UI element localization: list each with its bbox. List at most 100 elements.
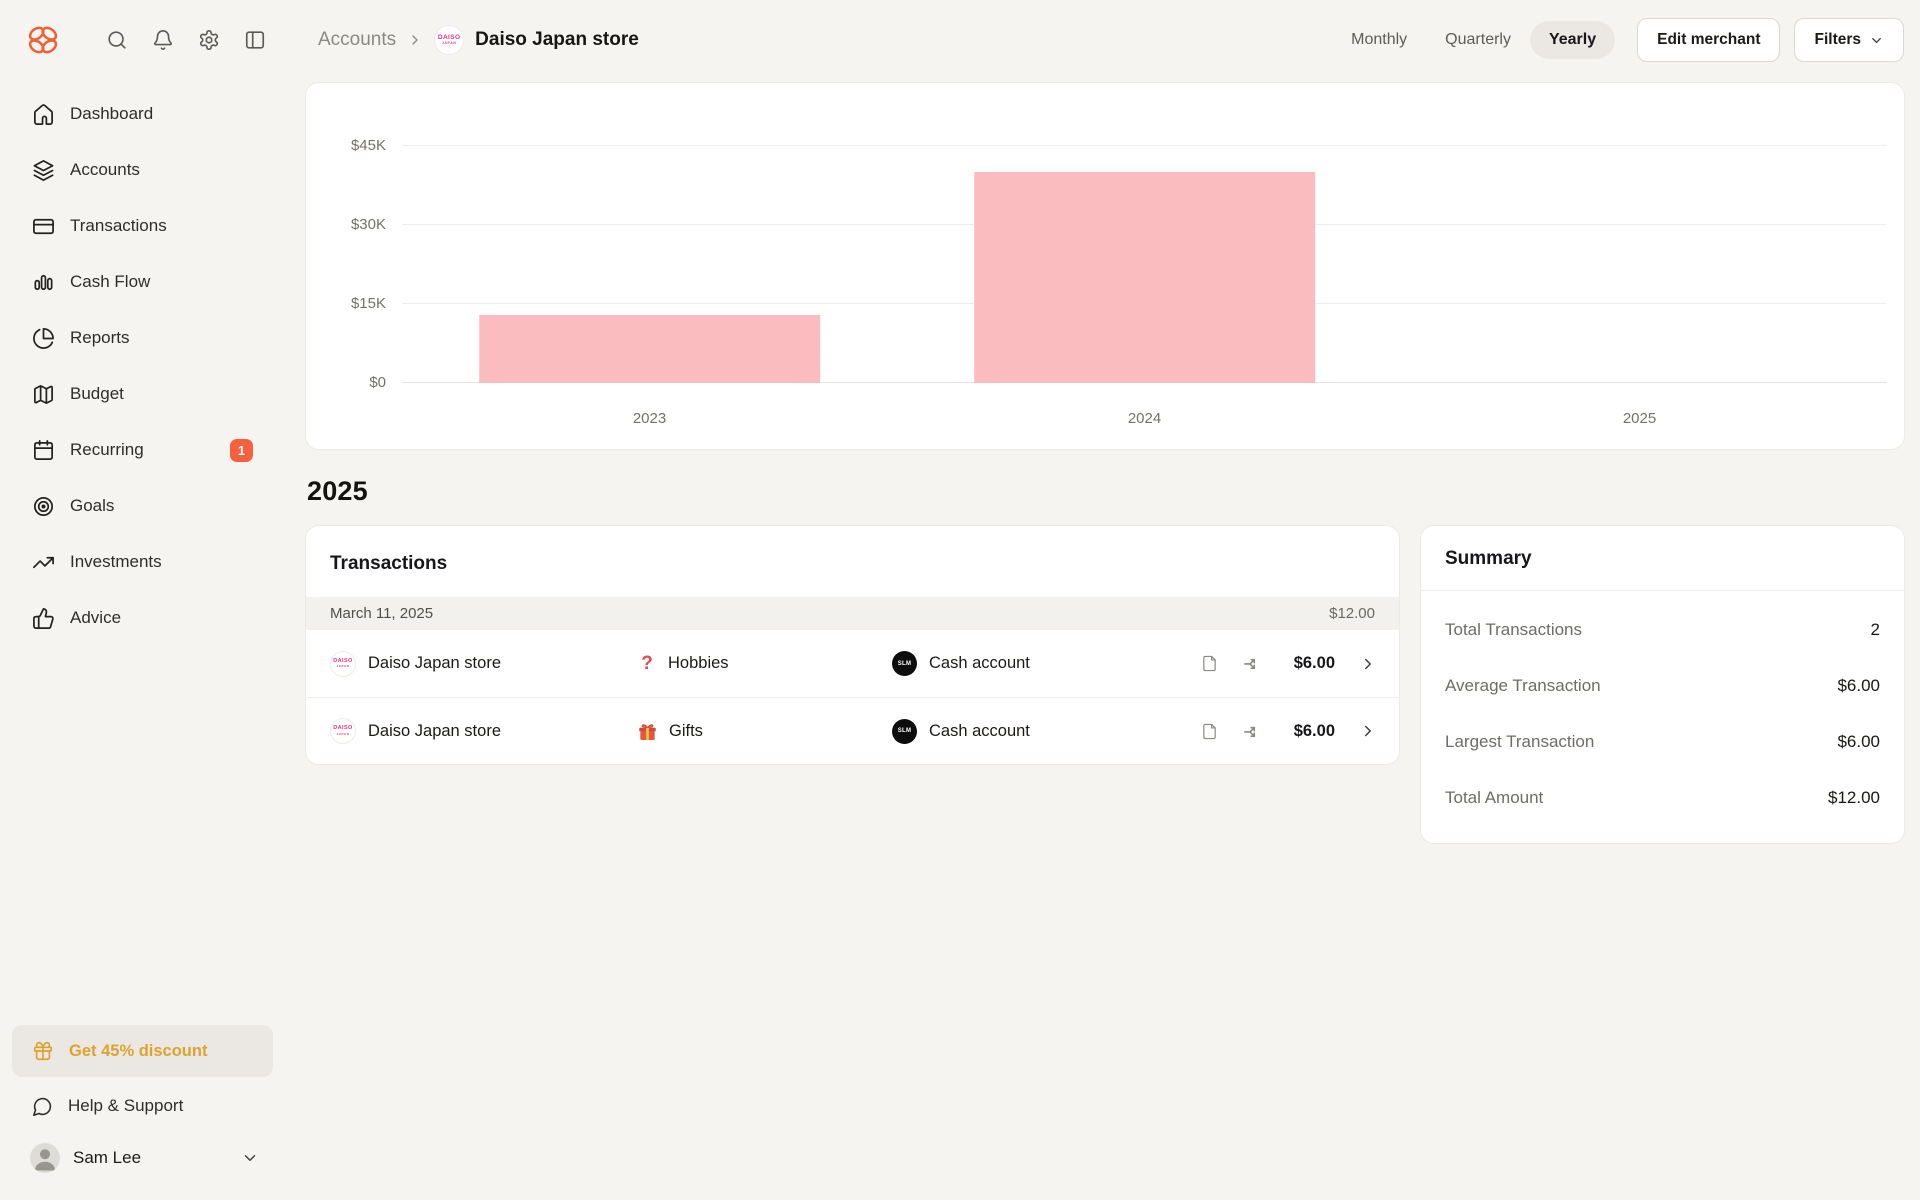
tab-yearly[interactable]: Yearly (1529, 21, 1616, 59)
period-tabs: Monthly Quarterly Yearly (1332, 21, 1616, 59)
table-row[interactable]: DAISO JAPAN Daiso Japan store (306, 697, 1399, 764)
summary-body: Total Transactions 2 Average Transaction… (1421, 591, 1904, 843)
y-tick-label: $0 (369, 374, 386, 391)
chart-x-axis: 2023 2024 2025 (402, 410, 1887, 427)
person-icon (35, 1149, 55, 1171)
transaction-date-group: March 11, 2025 $12.00 (306, 597, 1399, 630)
summary-row-total-transactions: Total Transactions 2 (1445, 620, 1880, 639)
receipt-file-icon[interactable] (1201, 723, 1218, 740)
summary-row-total-amount: Total Amount $12.00 (1445, 788, 1880, 807)
split-transaction-icon[interactable] (1242, 655, 1259, 672)
sidebar-item-accounts[interactable]: Accounts (12, 150, 273, 190)
summary-row-average-transaction: Average Transaction $6.00 (1445, 676, 1880, 695)
sidebar-item-dashboard[interactable]: Dashboard (12, 94, 273, 134)
sidebar-item-cash-flow[interactable]: Cash Flow (12, 262, 273, 302)
settings-gear-icon[interactable] (197, 28, 221, 52)
thumbs-up-icon (33, 607, 54, 629)
chat-bubble-icon (32, 1097, 52, 1116)
sidebar-item-goals[interactable]: Goals (12, 486, 273, 526)
calendar-icon (34, 439, 53, 460)
merchant-cell: DAISO JAPAN Daiso Japan store (330, 718, 638, 744)
split-transaction-icon[interactable] (1242, 723, 1259, 740)
account-logo: SLM (892, 651, 917, 676)
account-logo: SLM (892, 718, 917, 744)
maybe-logo-icon[interactable] (25, 23, 61, 57)
pie-chart-icon (33, 327, 54, 349)
sidebar-bottom: Get 45% discount Help & Support Sam Lee (12, 1025, 273, 1184)
credit-card-icon (33, 218, 54, 234)
tab-monthly[interactable]: Monthly (1332, 21, 1426, 59)
y-tick-label: $30K (350, 216, 386, 234)
summary-title: Summary (1421, 526, 1904, 591)
chart-plot-area (402, 145, 1887, 383)
recurring-count-badge: 1 (230, 438, 253, 462)
chevron-right-icon (412, 35, 418, 45)
discount-banner[interactable]: Get 45% discount (12, 1025, 273, 1077)
search-icon[interactable] (105, 28, 129, 52)
category-cell: Gifts (638, 722, 892, 741)
breadcrumb: Accounts DAISO JAPAN Daiso Japan store (318, 25, 639, 55)
group-total: $12.00 (1329, 605, 1375, 622)
help-support-link[interactable]: Help & Support (12, 1080, 273, 1132)
sidebar-item-transactions[interactable]: Transactions (12, 206, 273, 246)
chart-y-axis: $0 $15K $30K $45K (306, 137, 386, 391)
bar-slot-2023 (402, 146, 897, 383)
sidebar-item-reports[interactable]: Reports (12, 318, 273, 358)
main-content: $0 $15K $30K $45K 2023 2024 2025 2025 Transac… (285, 80, 1920, 1200)
bar-slot-2025 (1392, 146, 1887, 383)
merchant-logo-daiso: DAISO JAPAN (330, 650, 356, 677)
bar-2024[interactable] (973, 172, 1316, 383)
merchant-spend-chart: $0 $15K $30K $45K 2023 2024 2025 (305, 82, 1905, 450)
y-tick-label: $45K (350, 137, 386, 154)
x-tick-label: 2023 (632, 410, 667, 427)
transaction-amount: $6.00 (1293, 721, 1335, 740)
home-icon (34, 103, 53, 125)
top-bar: Accounts DAISO JAPAN Daiso Japan store M… (0, 0, 1920, 80)
bar-slot-2024 (897, 146, 1392, 383)
year-heading: 2025 (307, 476, 368, 506)
account-cell: SLM Cash account (892, 651, 1201, 676)
topbar-left (0, 23, 285, 57)
sidebar: Dashboard Accounts Transactions Cash Flo… (0, 80, 285, 1200)
category-cell: ? Hobbies (638, 653, 892, 675)
transactions-title: Transactions (330, 553, 448, 574)
sidebar-item-advice[interactable]: Advice (12, 598, 273, 638)
layers-icon (33, 159, 54, 181)
notifications-bell-icon[interactable] (151, 28, 175, 52)
breadcrumb-accounts-link[interactable]: Accounts (318, 29, 397, 50)
merchant-cell: DAISO JAPAN Daiso Japan store (330, 650, 638, 677)
topbar-icon-group (105, 28, 267, 52)
sidebar-item-recurring[interactable]: Recurring 1 (12, 430, 273, 470)
chevron-right-icon[interactable] (1359, 655, 1377, 673)
account-cell: SLM Cash account (892, 718, 1201, 744)
row-actions: $6.00 (1201, 654, 1377, 673)
gridline (402, 145, 1887, 146)
trending-up-icon (33, 556, 54, 568)
merchant-logo-daiso: DAISO JAPAN (330, 718, 356, 744)
edit-merchant-button[interactable]: Edit merchant (1637, 18, 1781, 62)
filters-button[interactable]: Filters (1794, 18, 1904, 62)
bar-2023[interactable] (478, 314, 821, 383)
summary-panel: Summary Total Transactions 2 Average Tra… (1420, 525, 1905, 844)
summary-row-largest-transaction: Largest Transaction $6.00 (1445, 732, 1880, 751)
chevron-down-icon (244, 1155, 256, 1161)
receipt-file-icon[interactable] (1201, 655, 1218, 672)
bar-chart-icon (34, 274, 53, 290)
row-actions: $6.00 (1201, 722, 1377, 741)
chevron-right-icon[interactable] (1359, 722, 1377, 740)
user-menu[interactable]: Sam Lee (12, 1132, 273, 1184)
sidebar-item-budget[interactable]: Budget (12, 374, 273, 414)
merchant-logo-daiso: DAISO JAPAN (434, 25, 465, 55)
question-mark-icon: ? (641, 652, 653, 674)
x-tick-label: 2024 (1127, 410, 1162, 427)
tab-quarterly[interactable]: Quarterly (1426, 21, 1530, 59)
map-icon (34, 384, 53, 404)
sidebar-item-investments[interactable]: Investments (12, 542, 273, 582)
table-row[interactable]: DAISO JAPAN Daiso Japan store ? Hobbies … (306, 630, 1399, 697)
chevron-down-icon (1872, 37, 1881, 43)
x-tick-label: 2025 (1622, 410, 1657, 427)
gift-icon (33, 1041, 53, 1061)
sidebar-toggle-icon[interactable] (243, 28, 267, 52)
topbar-controls: Monthly Quarterly Yearly Edit merchant F… (1332, 18, 1920, 62)
